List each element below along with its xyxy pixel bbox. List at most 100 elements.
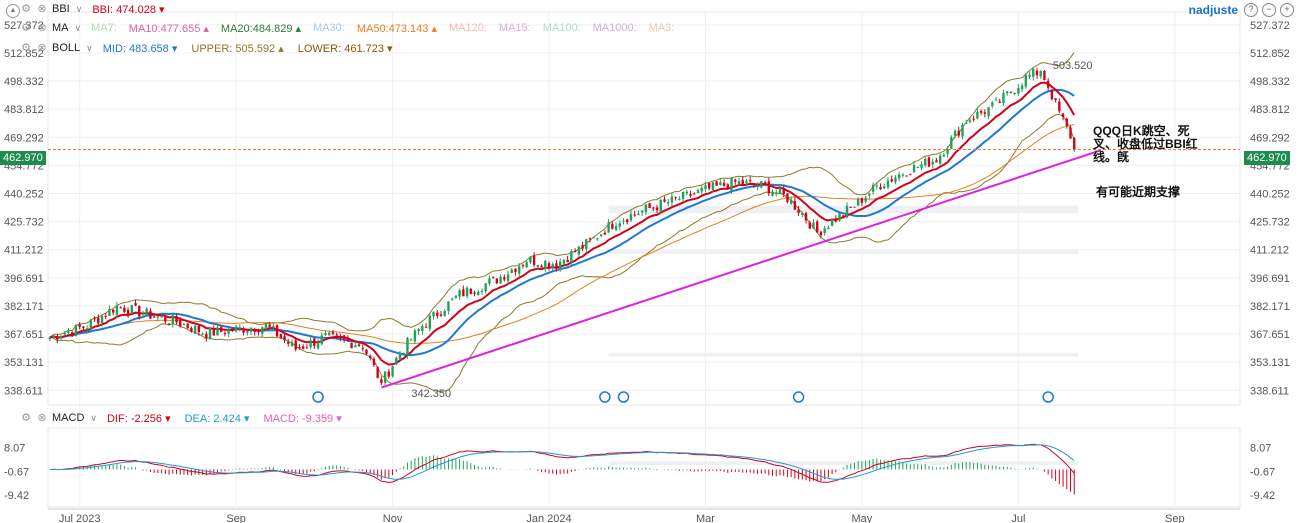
candle-206 [816,221,819,233]
chevron-down-icon[interactable]: ∨ [74,22,82,33]
candle-186 [741,179,744,185]
candle-95 [402,352,405,355]
candle-263 [1028,75,1031,77]
y-tick-left-2: 498.332 [4,76,44,88]
close-icon[interactable]: ⊗ [37,42,47,54]
candle-31 [164,317,167,322]
candle-173 [693,193,696,195]
add-icon[interactable]: + [1280,3,1294,17]
y-tick-left-11: 367.651 [4,329,44,341]
support-trendline [381,149,1101,389]
candle-248 [972,118,975,120]
candle-50 [234,326,238,332]
y-tick-right-4: 469.292 [1250,132,1290,144]
candle-13 [97,317,100,324]
candle-88 [376,367,379,379]
candle-132 [540,265,543,268]
candle-131 [536,265,540,268]
x-tick-0: Jul 2023 [59,513,101,523]
bbi-value: BBI: 474.028 ▾ [92,3,165,16]
candle-74 [324,333,327,336]
candle-178 [711,182,715,190]
candle-123 [506,274,510,281]
candle-245 [961,124,964,137]
candle-113 [469,288,472,294]
candle-204 [808,222,811,229]
candle-84 [361,348,364,350]
minimize-icon[interactable]: − [1262,3,1276,17]
gear-icon[interactable]: ⚙ [21,42,31,54]
y-tick-right-12: 353.131 [1250,357,1290,369]
candle-53 [246,331,249,333]
candle-188 [748,180,752,182]
price-band-3 [608,205,1078,214]
high-price-label: 503.520 [1053,60,1093,72]
bbi-name: BBI [52,3,70,15]
chevron-down-icon[interactable]: ∨ [86,42,93,53]
candle-39 [193,325,197,334]
candle-190 [756,185,759,188]
candle-81 [350,342,353,349]
candle-112 [465,287,469,297]
candle-256 [1002,92,1005,104]
candle-73 [320,335,323,344]
candle-181 [722,182,726,186]
candle-161 [648,203,651,208]
candle-198 [786,193,789,202]
y-tick-right-13: 338.611 [1250,385,1289,397]
gear-icon[interactable]: ⚙ [21,22,31,34]
candle-12 [93,318,96,320]
candle-126 [518,266,521,274]
close-icon[interactable]: ⊗ [37,3,47,15]
username-link[interactable]: nadjuste [1188,3,1238,17]
candle-224 [883,186,886,189]
candle-60 [272,326,275,328]
collapse-icon[interactable]: ▲ [6,4,20,18]
gear-icon[interactable]: ⚙ [21,3,31,15]
y-tick-right-8: 411.212 [1250,245,1289,257]
close-icon[interactable]: ⊗ [37,412,47,424]
boll-upper-label: UPPER: [191,42,233,55]
candle-167 [670,196,674,203]
ma50-line [49,124,1075,344]
candle-233 [916,166,919,168]
price-tag-left: 462.970 [0,151,46,165]
candle-203 [804,213,808,221]
candle-98 [413,330,417,342]
y-tick-right-6: 440.252 [1250,188,1290,200]
chevron-down-icon[interactable]: ∨ [75,3,83,14]
candle-247 [968,120,972,122]
candle-235 [924,158,927,166]
macd-dea-line [49,444,1075,480]
candle-249 [976,111,979,119]
event-q-icon-1 [599,391,611,403]
candle-128 [525,262,528,268]
candle-163 [655,207,659,211]
candle-64 [287,341,290,344]
chevron-down-icon[interactable]: ∨ [90,412,97,423]
close-icon[interactable]: ⊗ [37,22,47,34]
candle-99 [417,329,420,332]
candle-10 [85,328,89,330]
candle-137 [558,261,562,270]
y-tick-right-7: 425.732 [1250,217,1290,229]
candle-90 [383,371,387,384]
candle-32 [167,323,171,325]
candle-38 [190,327,193,332]
candle-250 [979,111,983,113]
candle-154 [622,220,625,222]
candle-165 [663,199,666,202]
event-q-icon-4 [1042,391,1054,403]
candle-183 [730,177,733,192]
x-tick-6: Jul [1011,513,1025,523]
macd-macd-value: -9.359 [301,412,334,425]
gear-icon[interactable]: ⚙ [21,412,31,424]
candle-67 [298,347,301,349]
candle-220 [868,193,871,196]
help-icon[interactable]: ? [1244,3,1258,17]
candle-101 [424,326,428,328]
candle-82 [354,345,357,348]
y-tick-right-3: 483.812 [1250,104,1290,116]
candle-145 [588,238,592,240]
